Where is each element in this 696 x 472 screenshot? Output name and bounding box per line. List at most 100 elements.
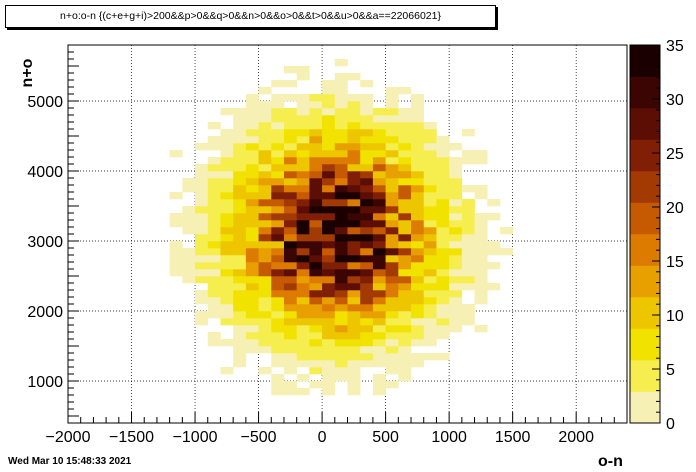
heatmap-cell [271, 248, 285, 256]
heatmap-cell [334, 185, 348, 193]
heatmap-cell [411, 241, 425, 249]
heatmap-cell [207, 290, 221, 298]
heatmap-cell [245, 325, 259, 333]
x-tick-label: 1500 [495, 429, 531, 446]
heatmap-cell [283, 94, 297, 102]
heatmap-cell [245, 276, 259, 284]
heatmap-cell [322, 157, 336, 165]
heatmap-cell [309, 325, 323, 333]
heatmap-cell [436, 234, 450, 242]
heatmap-cell [207, 332, 221, 340]
heatmap-cell [360, 332, 374, 340]
heatmap-cell [322, 339, 336, 347]
heatmap-cell [423, 185, 437, 193]
heatmap-cell [461, 213, 475, 221]
heatmap-cell [309, 290, 323, 298]
heatmap-cell [296, 360, 310, 368]
heatmap-cell [322, 171, 336, 179]
heatmap-cell [220, 255, 234, 263]
heatmap-cell [449, 164, 463, 172]
heatmap-cell [207, 262, 221, 270]
heatmap-cell [360, 129, 374, 137]
heatmap-cell [398, 136, 412, 144]
heatmap-cell [271, 276, 285, 284]
heatmap-cell [233, 164, 247, 172]
heatmap-cell [309, 241, 323, 249]
heatmap-cell [347, 381, 361, 389]
heatmap-cell [258, 199, 272, 207]
heatmap-cell [461, 318, 475, 326]
heatmap-cell [372, 297, 386, 305]
heatmap-cell [334, 136, 348, 144]
heatmap-cell [411, 360, 425, 368]
heatmap-cell [449, 304, 463, 312]
heatmap-cell [220, 227, 234, 235]
heatmap-cell [258, 122, 272, 130]
heatmap-cell [360, 290, 374, 298]
heatmap-cell [220, 136, 234, 144]
heatmap-cell [207, 157, 221, 165]
heatmap-cell [398, 87, 412, 95]
heatmap-cell [461, 220, 475, 228]
heatmap-cell [411, 311, 425, 319]
heatmap-cell [423, 318, 437, 326]
heatmap-cell [322, 164, 336, 172]
heatmap-cell [423, 143, 437, 151]
heatmap-cell [283, 388, 297, 396]
heatmap-cell [474, 290, 488, 298]
heatmap-cell [474, 297, 488, 305]
heatmap-cell [233, 325, 247, 333]
heatmap-cell [398, 213, 412, 221]
heatmap-cell [334, 283, 348, 291]
heatmap-cell [220, 185, 234, 193]
heatmap-cell [334, 115, 348, 123]
heatmap-cell [360, 339, 374, 347]
heatmap-cell [411, 199, 425, 207]
heatmap-cell [309, 381, 323, 389]
heatmap-cell [360, 192, 374, 200]
heatmap-cell [283, 122, 297, 130]
heatmap-cell [245, 101, 259, 109]
heatmap-cell [195, 227, 209, 235]
heatmap-cell [385, 122, 399, 130]
heatmap-cell [411, 339, 425, 347]
heatmap-cell [347, 311, 361, 319]
heatmap-cell [271, 143, 285, 151]
heatmap-cell [207, 136, 221, 144]
heatmap-cell [398, 150, 412, 158]
heatmap-cell [322, 262, 336, 270]
heatmap-cell [283, 262, 297, 270]
heatmap-cell [296, 297, 310, 305]
heatmap-cell [296, 353, 310, 361]
heatmap-cell [258, 332, 272, 340]
heatmap-cell [347, 367, 361, 375]
heatmap-cell [449, 262, 463, 270]
heatmap-cell [423, 255, 437, 263]
heatmap-cell [360, 101, 374, 109]
heatmap-cell [283, 143, 297, 151]
heatmap-cell [296, 143, 310, 151]
heatmap-cell [309, 304, 323, 312]
heatmap-cell [360, 122, 374, 130]
x-tick-label: 1000 [431, 429, 467, 446]
heatmap-cell [283, 220, 297, 228]
heatmap-cell [245, 346, 259, 354]
heatmap-cell [296, 129, 310, 137]
heatmap-cell [258, 136, 272, 144]
heatmap-cell [271, 122, 285, 130]
heatmap-cell [309, 234, 323, 242]
heatmap-cell [347, 353, 361, 361]
heatmap-cell [385, 360, 399, 368]
heatmap-cell [271, 353, 285, 361]
heatmap-cell [449, 171, 463, 179]
heatmap-cell [309, 185, 323, 193]
heatmap-cell [449, 192, 463, 200]
heatmap-cell [195, 185, 209, 193]
heatmap-cell [372, 234, 386, 242]
heatmap-cell [322, 115, 336, 123]
heatmap-cell [207, 339, 221, 347]
heatmap-cell [449, 178, 463, 186]
heatmap-cell [322, 346, 336, 354]
heatmap-cell [271, 80, 285, 88]
